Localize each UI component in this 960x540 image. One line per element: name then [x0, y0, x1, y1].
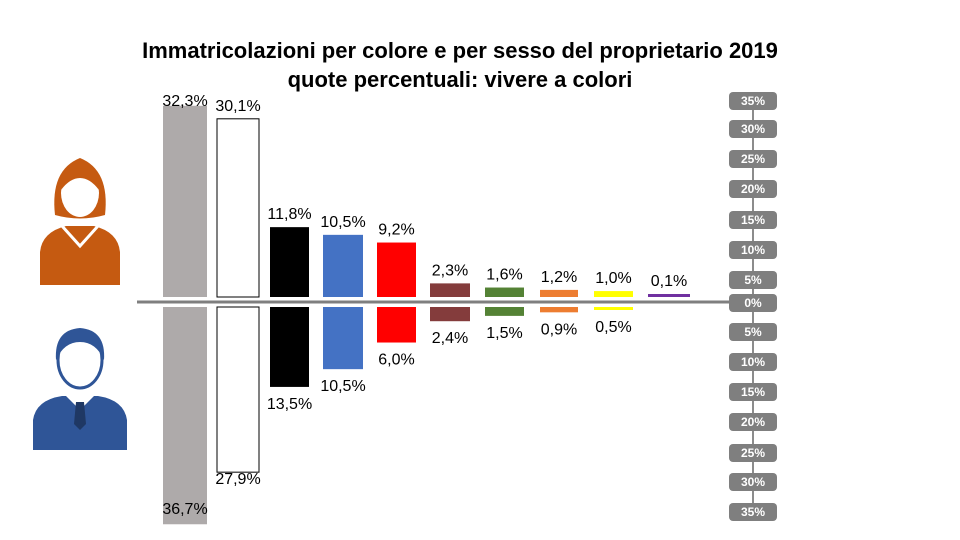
- axis-tick-13: 30%: [729, 473, 777, 491]
- axis-tick-11: 20%: [729, 413, 777, 431]
- bar-male-3: [323, 307, 363, 370]
- label-male-4: 6,0%: [378, 352, 414, 369]
- svg-text:5%: 5%: [744, 325, 762, 339]
- axis-tick-5: 10%: [729, 241, 777, 259]
- bar-female-9: [648, 294, 690, 297]
- label-male-7: 0,9%: [541, 321, 577, 338]
- label-male-6: 1,5%: [486, 325, 522, 342]
- svg-text:10%: 10%: [741, 355, 765, 369]
- svg-text:20%: 20%: [741, 182, 765, 196]
- chart-title-main: Immatricolazioni per colore e per sesso …: [142, 38, 778, 63]
- axis-tick-0: 35%: [729, 92, 777, 110]
- axis-tick-7: 0%: [729, 294, 777, 312]
- bar-male-6: [485, 307, 524, 316]
- label-male-3: 10,5%: [320, 378, 365, 395]
- svg-text:0%: 0%: [744, 296, 762, 310]
- svg-text:25%: 25%: [741, 152, 765, 166]
- bars-group: 32,3% 36,7% 30,1% 27,9% 11,8% 13,5% 10,5% 10,5%…: [162, 93, 690, 525]
- svg-text:30%: 30%: [741, 122, 765, 136]
- axis-tick-14: 35%: [729, 503, 777, 521]
- label-female-1: 30,1%: [215, 98, 260, 115]
- label-female-6: 1,6%: [486, 267, 522, 284]
- axis-tick-12: 25%: [729, 444, 777, 462]
- axis-tick-3: 20%: [729, 180, 777, 198]
- label-female-8: 1,0%: [595, 270, 631, 287]
- chart-subtitle: quote percentuali: vivere a colori: [287, 67, 633, 92]
- label-male-5: 2,4%: [432, 330, 468, 347]
- axis-tick-2: 25%: [729, 150, 777, 168]
- bar-male-0: [163, 307, 207, 525]
- bar-female-2: [270, 227, 309, 297]
- svg-text:35%: 35%: [741, 505, 765, 519]
- svg-text:15%: 15%: [741, 385, 765, 399]
- bar-female-3: [323, 234, 363, 297]
- label-female-7: 1,2%: [541, 269, 577, 286]
- bar-female-1: [216, 118, 260, 298]
- label-female-5: 2,3%: [432, 262, 468, 279]
- label-male-0: 36,7%: [162, 501, 207, 518]
- bar-female-4: [377, 242, 416, 297]
- bar-male-4: [377, 307, 416, 343]
- svg-text:15%: 15%: [741, 213, 765, 227]
- label-male-1: 27,9%: [215, 471, 260, 488]
- bar-female-5: [430, 283, 470, 297]
- axis-tick-1: 30%: [729, 120, 777, 138]
- axis-tick-6: 5%: [729, 271, 777, 289]
- svg-text:10%: 10%: [741, 243, 765, 257]
- label-female-4: 9,2%: [378, 222, 414, 239]
- chart-title: Immatricolazioni per colore e per sesso …: [0, 36, 920, 94]
- axis-tick-9: 10%: [729, 353, 777, 371]
- bar-male-5: [430, 307, 470, 322]
- bar-female-0: [163, 105, 207, 297]
- value-axis: 35% 30% 25% 20% 15% 10% 5% 0% 5% 10% 15% 20% 25% 30% 3…: [729, 92, 777, 521]
- label-female-9: 0,1%: [651, 273, 687, 290]
- bar-male-7: [540, 307, 578, 313]
- bar-female-8: [594, 291, 633, 297]
- bar-male-8: [594, 307, 633, 310]
- bar-male-1: [216, 306, 260, 473]
- bar-male-2: [270, 307, 309, 387]
- woman-icon: [40, 158, 120, 285]
- label-male-2: 13,5%: [267, 396, 312, 413]
- axis-tick-8: 5%: [729, 323, 777, 341]
- label-female-3: 10,5%: [320, 214, 365, 231]
- axis-tick-10: 15%: [729, 383, 777, 401]
- svg-text:30%: 30%: [741, 475, 765, 489]
- svg-text:25%: 25%: [741, 446, 765, 460]
- svg-text:5%: 5%: [744, 273, 762, 287]
- label-female-2: 11,8%: [267, 206, 311, 223]
- bar-female-6: [485, 287, 524, 297]
- label-female-0: 32,3%: [162, 93, 207, 110]
- axis-tick-4: 15%: [729, 211, 777, 229]
- bar-female-7: [540, 289, 578, 297]
- svg-text:20%: 20%: [741, 415, 765, 429]
- svg-text:35%: 35%: [741, 94, 765, 108]
- man-icon: [33, 328, 127, 450]
- label-male-8: 0,5%: [595, 319, 631, 336]
